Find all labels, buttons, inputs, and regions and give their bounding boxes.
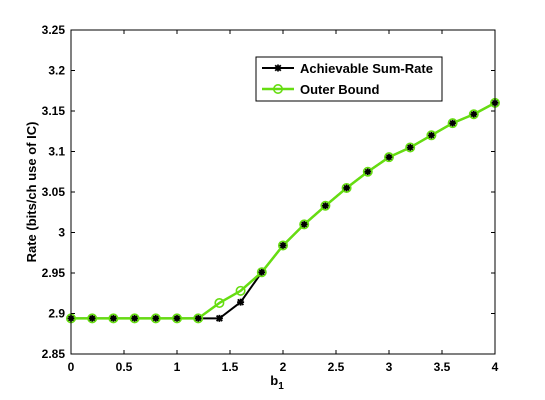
x-axis-label-subscript: 1: [278, 381, 284, 392]
legend-label-outer-bound: Outer Bound: [300, 82, 379, 97]
data-point-circle: [193, 313, 204, 324]
legend: Achievable Sum-Rate Outer Bound: [255, 56, 443, 102]
y-tick-label: 3.05: [42, 185, 66, 199]
x-tick-label: 3: [386, 360, 393, 374]
data-point-circle: [277, 240, 288, 251]
data-point-asterisk: [152, 314, 160, 322]
data-point-asterisk: [237, 298, 245, 306]
legend-item-achievable: Achievable Sum-Rate: [262, 61, 433, 76]
y-tick-label: 3.25: [42, 23, 66, 37]
data-point-circle: [214, 297, 225, 308]
y-tick-label: 3.1: [48, 145, 65, 159]
data-point-asterisk: [258, 268, 266, 276]
data-point-circle: [320, 200, 331, 211]
data-point-circle: [447, 118, 458, 129]
data-point-circle: [272, 84, 283, 95]
series-layer: [66, 97, 500, 324]
x-tick-label: 3.5: [434, 360, 451, 374]
legend-box: [255, 56, 443, 102]
ticks-layer: 0 0.5 1 1.5 2 2.5 3 3.5 4 2.85 2.9 2.95 3 3.05 3.1 3.15…: [42, 23, 499, 374]
legend-marker-circle: [272, 84, 283, 95]
y-axis-label: Rate (bits/ch use of IC): [24, 122, 39, 263]
x-tick-label: 2: [280, 360, 287, 374]
data-point-asterisk: [406, 143, 414, 151]
legend-label-achievable: Achievable Sum-Rate: [300, 61, 433, 76]
data-point-circle: [129, 313, 140, 324]
data-point-circle: [426, 130, 437, 141]
data-point-asterisk: [173, 314, 181, 322]
x-axis-label: b1: [270, 373, 284, 392]
data-point-circle: [299, 219, 310, 230]
data-point-asterisk: [274, 64, 282, 72]
data-point-asterisk: [194, 314, 202, 322]
x-tick-label: 0.5: [116, 360, 133, 374]
data-point-asterisk: [427, 131, 435, 139]
data-point-circle: [383, 152, 394, 163]
data-point-circle: [405, 142, 416, 153]
data-point-asterisk: [343, 184, 351, 192]
data-point-circle: [362, 166, 373, 177]
data-point-circle: [235, 285, 246, 296]
data-point-circle: [256, 267, 267, 278]
x-tick-label: 1.5: [222, 360, 239, 374]
y-tick-label: 2.85: [42, 347, 66, 361]
data-point-asterisk: [449, 119, 457, 127]
legend-marker-asterisk: [274, 64, 282, 72]
legend-item-outer-bound: Outer Bound: [262, 82, 379, 97]
data-point-asterisk: [300, 220, 308, 228]
data-point-circle: [172, 313, 183, 324]
series-markers-1: [66, 97, 500, 324]
y-tick-label: 2.95: [42, 266, 66, 280]
data-point-asterisk: [131, 314, 139, 322]
y-tick-label: 3: [58, 226, 65, 240]
data-point-asterisk: [470, 110, 478, 118]
data-point-circle: [108, 313, 119, 324]
data-point-asterisk: [364, 168, 372, 176]
data-point-asterisk: [215, 314, 223, 322]
x-axis-label-main: b: [270, 373, 278, 388]
x-tick-label: 0: [68, 360, 75, 374]
data-point-circle: [468, 109, 479, 120]
data-point-asterisk: [88, 314, 96, 322]
data-point-circle: [87, 313, 98, 324]
y-tick-label: 3.2: [48, 64, 65, 78]
data-point-circle: [150, 313, 161, 324]
x-tick-label: 2.5: [328, 360, 345, 374]
x-tick-label: 4: [492, 360, 499, 374]
data-point-circle: [341, 182, 352, 193]
data-point-asterisk: [279, 241, 287, 249]
y-tick-label: 3.15: [42, 104, 66, 118]
data-point-asterisk: [109, 314, 117, 322]
data-point-asterisk: [385, 153, 393, 161]
data-point-asterisk: [321, 202, 329, 210]
y-tick-label: 2.9: [48, 307, 65, 321]
x-tick-label: 1: [174, 360, 181, 374]
